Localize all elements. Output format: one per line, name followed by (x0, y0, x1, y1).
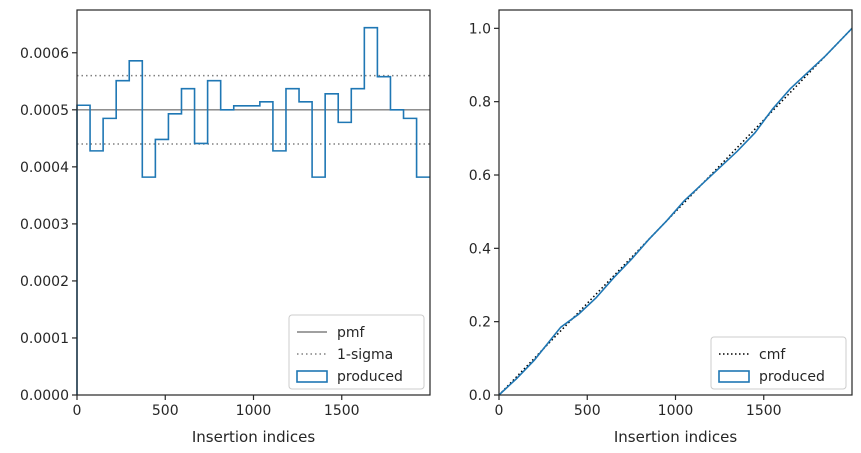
legend-swatch-produced (718, 370, 750, 383)
y-tick-label: 0.0 (469, 388, 491, 404)
legend-label: produced (337, 369, 403, 385)
y-tick-label: 0.4 (469, 241, 491, 257)
x-tick-label: 0 (495, 403, 504, 419)
legend-label: cmf (759, 347, 786, 363)
legend-frame (710, 336, 847, 390)
legend-label: pmf (337, 325, 366, 341)
legend-label: produced (759, 369, 825, 385)
produced-histogram (76, 26, 430, 395)
y-tick-label: 0.0002 (20, 274, 69, 290)
y-tick-label: 0.6 (469, 168, 491, 184)
y-tick-label: 1.0 (469, 21, 491, 37)
y-tick-label: 0.2 (469, 315, 491, 331)
x-axis-label: Insertion indices (192, 428, 315, 446)
x-tick-label: 1000 (236, 403, 272, 419)
y-tick-label: 0.0000 (20, 388, 69, 404)
y-tick-label: 0.0004 (20, 160, 69, 176)
legend-label: 1-sigma (337, 347, 393, 363)
y-tick-label: 0.0006 (20, 46, 69, 62)
y-tick-label: 0.8 (469, 95, 491, 111)
pmf-panel: 0 500 1000 1500 0.0000 0.0001 0.0002 0.0003 0.0… (20, 9, 431, 446)
x-tick-label: 1500 (746, 403, 782, 419)
x-tick-label: 1000 (658, 403, 694, 419)
y-tick-label: 0.0001 (20, 331, 69, 347)
x-tick-label: 0 (73, 403, 82, 419)
legend: cmf produced (710, 336, 847, 390)
produced-cumulative (498, 27, 853, 396)
x-tick-label: 1500 (324, 403, 360, 419)
cmf-panel: 0 500 1000 1500 0.0 0.2 0.4 0.6 0.8 1.0 Insertio… (469, 9, 853, 446)
cmf-line (498, 27, 853, 396)
legend: pmf 1-sigma produced (288, 314, 425, 390)
x-tick-label: 500 (574, 403, 601, 419)
x-axis-label: Insertion indices (614, 428, 737, 446)
legend-swatch-produced (296, 370, 328, 383)
x-tick-label: 500 (152, 403, 179, 419)
y-tick-label: 0.0005 (20, 103, 69, 119)
y-tick-label: 0.0003 (20, 217, 69, 233)
